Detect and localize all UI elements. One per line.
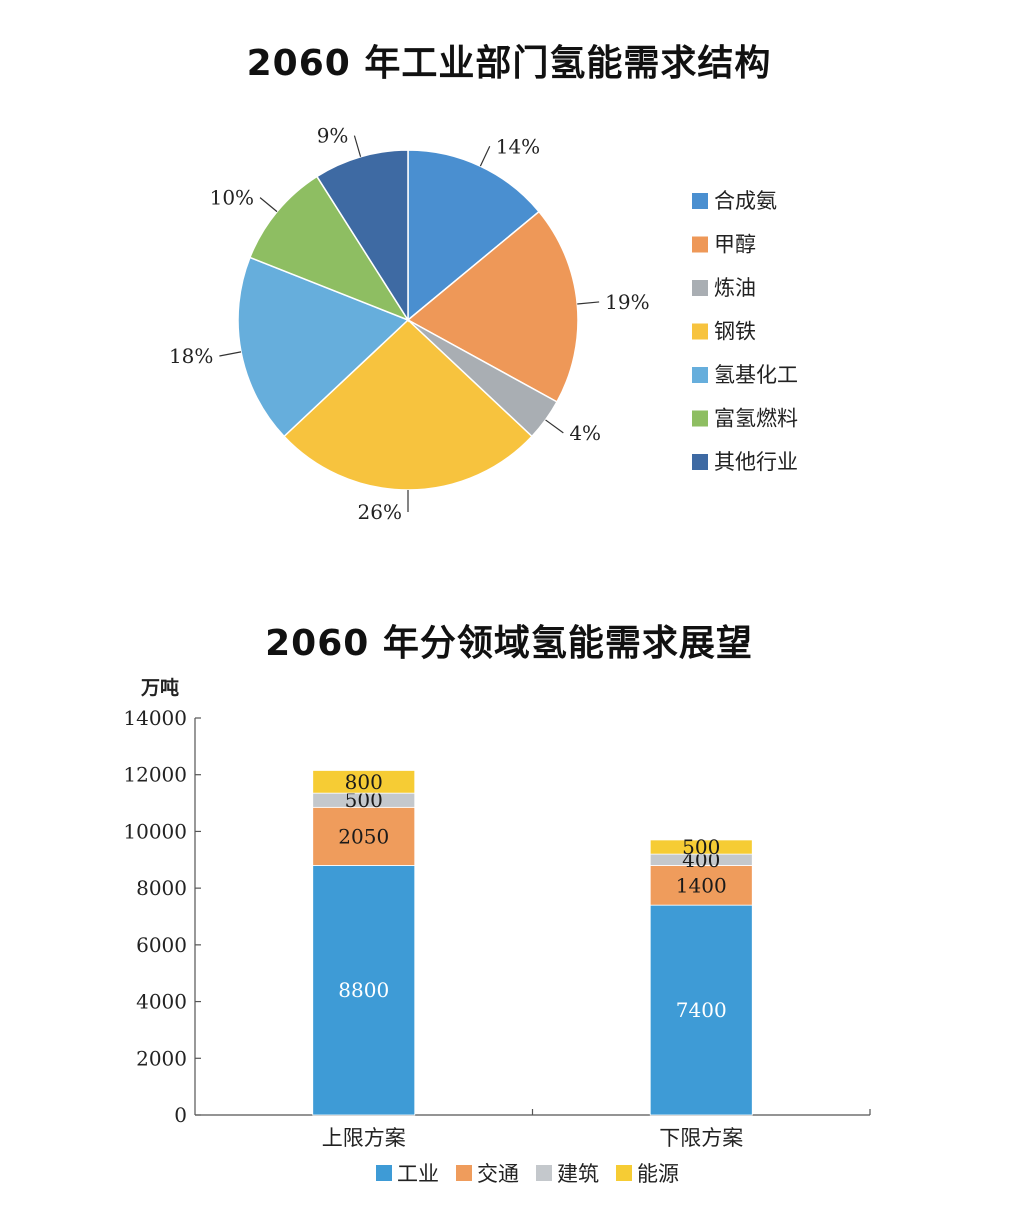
- bar-segment-0-0: [312, 865, 416, 1116]
- pie-slice-0: [407, 149, 541, 322]
- bar-legend-label-1: 交通: [477, 1162, 519, 1186]
- bar-value-label-1-1: 1400: [676, 873, 727, 897]
- bar-value-label-1-0: 7400: [676, 998, 727, 1022]
- pie-leader-line-1: [577, 301, 600, 305]
- y-tick-label-3: 6000: [136, 933, 187, 957]
- pie-leader-line-0: [479, 146, 491, 167]
- y-tick-label-4: 8000: [136, 876, 187, 900]
- pie-legend-label-6: 其他行业: [714, 450, 798, 474]
- pie-leader-line-2: [545, 419, 564, 434]
- x-category-label-1: 下限方案: [659, 1126, 743, 1150]
- pie-data-label-3: 26%: [358, 500, 402, 524]
- pie-data-label-4: 18%: [169, 344, 213, 368]
- pie-legend-swatch-5: [692, 410, 708, 427]
- pie-leader-line-4: [219, 351, 242, 357]
- bar-segment-1-0: [649, 904, 753, 1116]
- pie-leader-line-5: [259, 197, 278, 213]
- pie-data-label-5: 10%: [210, 186, 254, 210]
- bar-segment-1-3: [649, 839, 753, 855]
- bar-legend-swatch-0: [376, 1165, 392, 1181]
- pie-data-label-2: 4%: [569, 421, 601, 445]
- pie-leader-line-6: [353, 135, 362, 157]
- pie-legend-swatch-2: [692, 280, 708, 296]
- bar-legend-swatch-1: [456, 1165, 472, 1181]
- pie-slice-6: [315, 149, 409, 323]
- x-category-label-0: 上限方案: [322, 1126, 406, 1150]
- pie-legend-label-0: 合成氨: [714, 189, 777, 213]
- y-tick-label-1: 2000: [136, 1046, 187, 1070]
- y-tick-label-0: 0: [174, 1103, 187, 1127]
- bar-segment-0-3: [312, 770, 416, 794]
- bar-value-label-1-3: 500: [682, 835, 720, 859]
- pie-chart-title: 2060 年工业部门氢能需求结构: [246, 43, 772, 84]
- y-axis-unit-label: 万吨: [140, 676, 179, 699]
- pie-data-label-6: 9%: [317, 124, 349, 148]
- pie-legend-swatch-0: [692, 193, 708, 209]
- bar-legend-label-2: 建筑: [557, 1162, 599, 1186]
- pie-legend-swatch-4: [692, 367, 708, 383]
- pie-slice-1: [406, 210, 579, 403]
- bar-chart-title: 2060 年分领域氢能需求展望: [265, 623, 753, 664]
- bar-segment-1-1: [649, 865, 753, 906]
- pie-legend-label-4: 氢基化工: [714, 363, 798, 387]
- pie-data-label-0: 14%: [496, 134, 540, 158]
- bar-legend-label-3: 能源: [637, 1162, 679, 1186]
- bar-legend-label-0: 工业: [397, 1162, 439, 1186]
- y-tick-label-6: 12000: [123, 763, 187, 787]
- bar-legend-swatch-3: [616, 1165, 632, 1181]
- pie-data-label-1: 19%: [605, 290, 649, 314]
- stacked-bar-chart: 万吨 0 2000 4000 6000 8000 10000 12000 14000 8800 20…: [123, 676, 871, 1186]
- bar-value-label-0-1: 2050: [338, 824, 389, 848]
- pie-legend-swatch-6: [692, 454, 708, 470]
- bar-value-label-0-0: 8800: [338, 978, 389, 1002]
- pie-legend-label-1: 甲醇: [714, 233, 756, 257]
- y-tick-label-5: 10000: [123, 819, 187, 843]
- pie-legend-swatch-1: [692, 236, 708, 253]
- y-tick-label-7: 14000: [123, 706, 187, 730]
- pie-legend-label-3: 钢铁: [714, 320, 756, 344]
- pie-legend-label-2: 炼油: [714, 276, 756, 300]
- pie-legend-swatch-3: [692, 323, 708, 340]
- bar-segment-0-1: [312, 806, 416, 866]
- pie-legend-label-5: 富氢燃料: [714, 407, 798, 431]
- y-tick-label-2: 4000: [136, 990, 187, 1014]
- bar-legend-swatch-2: [536, 1165, 552, 1181]
- bar-value-label-0-3: 800: [345, 770, 383, 794]
